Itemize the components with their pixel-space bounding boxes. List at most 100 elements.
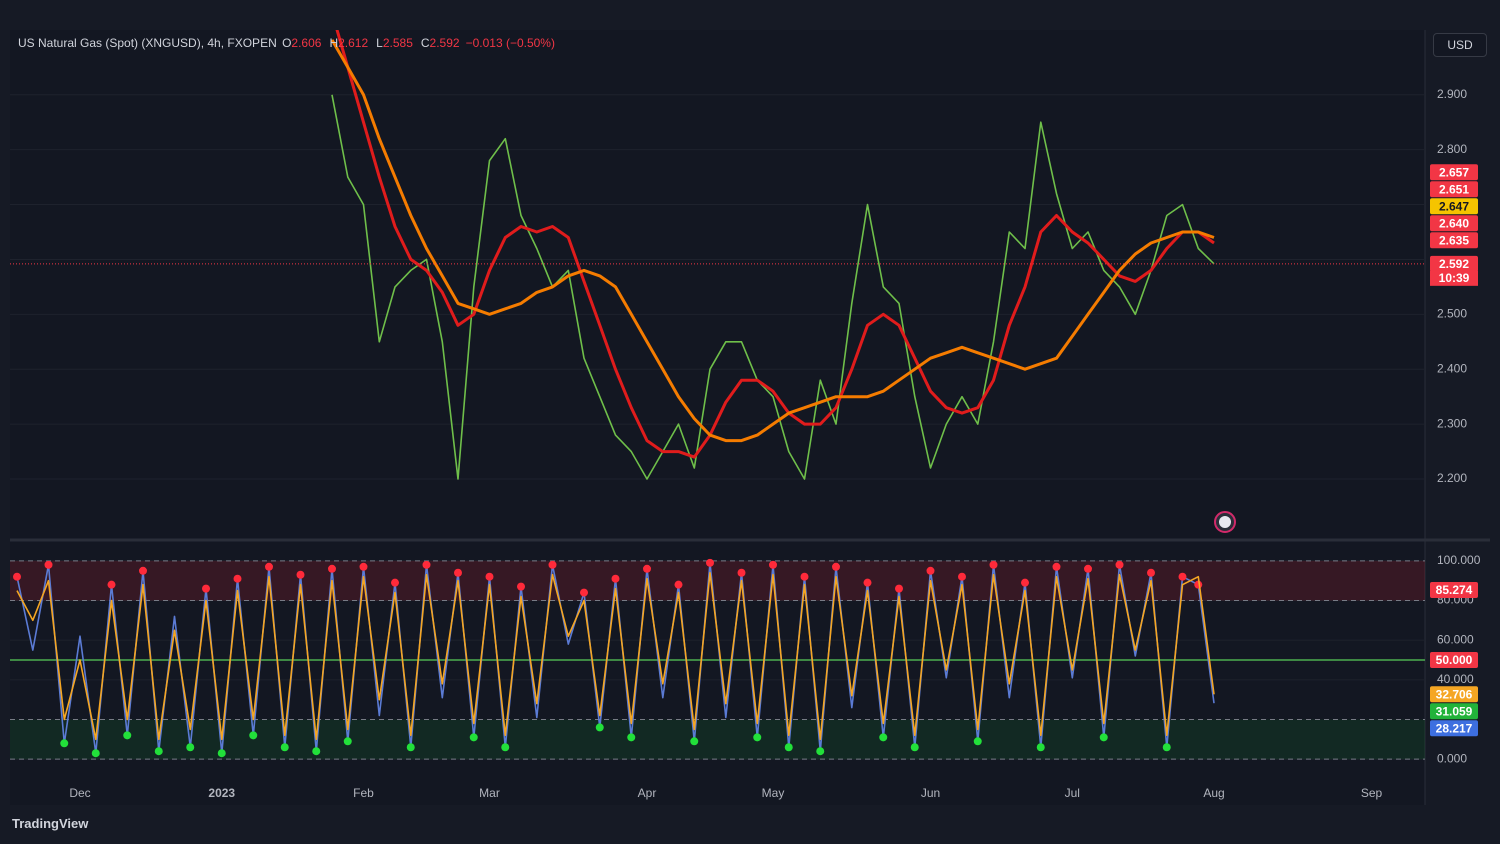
signal-dot [784, 743, 793, 752]
series-line [335, 30, 1215, 459]
signal-dot [958, 572, 966, 581]
x-tick-label: Sep [1361, 786, 1383, 800]
signal-dot [595, 723, 604, 732]
signal-dot [501, 743, 510, 752]
x-tick-label: Mar [479, 786, 500, 800]
price-label: 2.657 [1439, 165, 1469, 179]
signal-dot [343, 737, 352, 746]
price-label: 32.706 [1436, 687, 1473, 701]
y-tick-label: 2.400 [1437, 361, 1467, 375]
signal-dot [139, 566, 147, 575]
price-label: 2.635 [1439, 233, 1469, 247]
zone [10, 560, 1425, 601]
signal-dot [1036, 743, 1045, 752]
signal-dot [249, 731, 258, 740]
price-label-box [1430, 181, 1478, 198]
signal-dot [643, 564, 651, 573]
price-label-box [1430, 198, 1478, 215]
signal-dot [44, 560, 53, 569]
signal-dot [706, 558, 714, 567]
ohlc-value: 2.612 [338, 36, 369, 50]
signal-dot [627, 733, 636, 742]
price-label: 28.217 [1436, 721, 1473, 735]
change: −0.013 (−0.50%) [465, 36, 555, 50]
signal-dot [91, 749, 100, 758]
signal-dot [863, 578, 872, 587]
price-label: 85.274 [1436, 583, 1473, 597]
signal-dot [469, 733, 478, 742]
ohlc-value: 2.606 [291, 36, 322, 50]
signal-dot [296, 570, 305, 579]
signal-dot [1115, 560, 1124, 569]
signal-dot [233, 574, 242, 583]
price-label: 31.059 [1436, 704, 1473, 718]
signal-dot [186, 743, 195, 752]
signal-dot [312, 747, 321, 756]
x-tick-label: May [762, 786, 785, 800]
y-tick-label: 2.200 [1437, 471, 1467, 485]
y-tick-label: 60.000 [1437, 632, 1474, 646]
signal-dot [926, 566, 935, 575]
y-tick-label: 100.000 [1437, 553, 1481, 567]
signal-dot [328, 564, 336, 573]
price-label-box [1430, 164, 1478, 181]
signal-dot [265, 562, 273, 571]
x-tick-label: Apr [638, 786, 657, 800]
signal-dot [517, 582, 525, 591]
signal-dot [1021, 578, 1029, 587]
signal-dot [548, 560, 557, 569]
price-label: 50.000 [1436, 653, 1473, 667]
signal-dot [737, 568, 746, 577]
signal-dot [800, 572, 809, 581]
brand-logo[interactable]: TradingView [12, 816, 89, 831]
signal-dot [422, 560, 431, 569]
signal-dot [989, 560, 998, 569]
signal-dot [13, 572, 21, 581]
ohlc-value: 2.585 [382, 36, 413, 50]
signal-dot [217, 749, 226, 758]
ohlc-key: L [376, 36, 383, 50]
x-tick-label: Jun [921, 786, 940, 800]
signal-dot [1178, 572, 1187, 581]
price-label-box [1430, 720, 1478, 737]
ohlc-key: H [329, 36, 339, 50]
signal-dot [1147, 568, 1155, 577]
price-label: 2.651 [1439, 182, 1469, 196]
axes: 2.200 2.300 2.400 2.500 2.800 2.900 2.657 2.651… [69, 87, 1480, 800]
signal-dot [674, 580, 683, 589]
series-line [330, 39, 1215, 443]
signal-dot [1162, 743, 1171, 752]
signal-dot [154, 747, 163, 756]
price-label-box [1430, 703, 1478, 720]
currency-button[interactable]: USD [1433, 33, 1487, 57]
signal-dot [280, 743, 289, 752]
price-label: 2.640 [1439, 216, 1469, 230]
ohlc-key: O [282, 36, 292, 50]
symbol: US Natural Gas (Spot) (XNGUSD), 4h, FXOP… [18, 36, 277, 50]
price-label-box [1430, 652, 1478, 668]
ohlc-key: C [420, 36, 430, 50]
countdown: 10:39 [1439, 271, 1470, 285]
signal-dot [454, 568, 462, 577]
series-line [331, 94, 1215, 480]
y-tick-label: 0.000 [1437, 751, 1467, 765]
signal-dot [391, 578, 399, 587]
signal-dot [816, 747, 825, 756]
signal-dot [123, 731, 132, 740]
y-tick-label: 2.900 [1437, 87, 1467, 101]
signal-dot [107, 580, 116, 589]
price-label-box [1430, 686, 1478, 703]
price-label-box [1430, 232, 1478, 249]
signal-dot [485, 572, 494, 581]
price-label: 2.592 [1439, 257, 1469, 271]
signal-dot [910, 743, 919, 752]
price-pane [10, 30, 1425, 480]
signal-dot [1052, 562, 1061, 571]
signal-dot [580, 588, 588, 597]
x-tick-label: 2023 [208, 786, 235, 800]
ohlc-value: 2.592 [429, 36, 460, 50]
series-line [16, 572, 1215, 741]
signal-dot [1084, 564, 1092, 573]
